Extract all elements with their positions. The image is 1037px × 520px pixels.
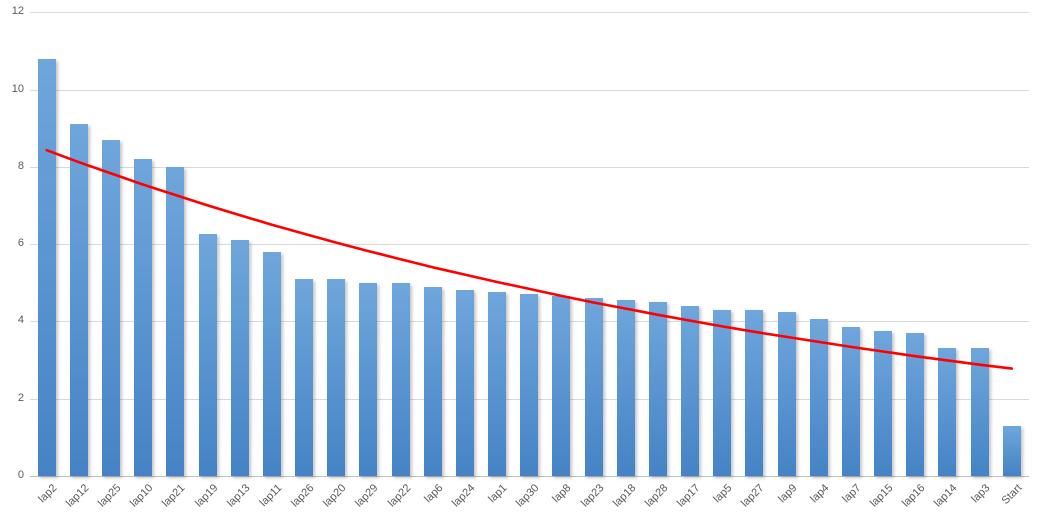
x-axis-tick-label: lap10	[128, 482, 156, 510]
bar-lap4[interactable]	[809, 319, 828, 476]
bar-Start[interactable]	[1002, 425, 1021, 476]
bar-lap19[interactable]	[198, 234, 217, 476]
x-axis-tick-label: lap6	[422, 482, 446, 506]
bar-lap20[interactable]	[327, 278, 346, 476]
x-axis-tick-label: lap18	[610, 482, 639, 510]
x-axis-tick-label: lap16	[900, 482, 928, 510]
bar-lap3[interactable]	[970, 348, 989, 476]
x-axis-tick-label: lap26	[289, 482, 317, 510]
x-axis-tick-label: lap21	[160, 482, 188, 510]
bar-lap12[interactable]	[69, 124, 88, 476]
x-axis-tick-label: lap24	[449, 482, 478, 510]
y-axis-tick-label: 2	[17, 391, 24, 404]
bar-lap5[interactable]	[713, 309, 732, 476]
x-axis-line	[30, 476, 1029, 477]
x-axis-tick-label: lap11	[257, 482, 285, 509]
x-axis-tick-label: lap20	[321, 482, 349, 510]
y-axis-tick-label: 4	[17, 314, 24, 327]
bar-lap29[interactable]	[359, 282, 378, 476]
bar-lap21[interactable]	[166, 166, 185, 476]
x-axis-tick-label: lap23	[578, 482, 607, 510]
gridline	[30, 89, 1029, 91]
x-axis-tick-label: lap3	[968, 482, 993, 506]
x-axis-tick-label: lap29	[353, 482, 381, 510]
bar-lap8[interactable]	[552, 296, 571, 476]
x-axis-tick-label: lap27	[739, 482, 767, 510]
x-axis-tick-label: lap12	[63, 482, 92, 510]
bar-lap11[interactable]	[262, 251, 281, 476]
bar-lap22[interactable]	[391, 282, 410, 476]
bar-lap28[interactable]	[648, 302, 667, 476]
x-axis-tick-label: lap19	[192, 482, 221, 510]
bar-lap18[interactable]	[616, 300, 635, 476]
gridline	[30, 12, 1029, 14]
y-axis-tick-label: 12	[11, 5, 24, 18]
bar-lap10[interactable]	[134, 159, 153, 476]
x-axis-tick-label: lap28	[642, 482, 671, 510]
y-axis-tick-label: 0	[17, 469, 24, 481]
bar-lap2[interactable]	[37, 58, 56, 476]
x-axis-tick-label: lap1	[486, 482, 510, 506]
y-axis-tick-label: 10	[11, 82, 24, 95]
bar-lap14[interactable]	[938, 348, 957, 476]
x-axis-tick-label: lap8	[550, 482, 574, 506]
bar-lap13[interactable]	[230, 240, 249, 476]
x-axis-tick-label: lap9	[775, 482, 800, 506]
bar-lap25[interactable]	[102, 139, 121, 476]
x-axis-tick-label: Start	[999, 482, 1025, 507]
x-axis-tick-label: lap17	[675, 482, 703, 510]
bar-lap16[interactable]	[906, 332, 925, 476]
bar-lap24[interactable]	[455, 290, 474, 476]
x-axis-tick-label: lap22	[385, 482, 414, 510]
x-axis-tick-label: lap4	[808, 482, 832, 506]
y-axis-tick-label: 8	[17, 159, 24, 172]
x-axis-tick-label: lap7	[840, 482, 864, 506]
x-axis-tick-label: lap25	[95, 482, 124, 510]
y-axis-tick-label: 6	[17, 237, 24, 250]
bar-lap15[interactable]	[874, 331, 893, 476]
bar-lap30[interactable]	[520, 294, 539, 476]
bar-lap1[interactable]	[488, 292, 507, 476]
x-axis-tick-label: lap13	[224, 482, 253, 510]
bar-lap9[interactable]	[777, 311, 796, 476]
x-axis-tick-label: lap2	[35, 482, 60, 506]
bar-lap17[interactable]	[681, 305, 700, 476]
bar-lap7[interactable]	[841, 327, 860, 476]
x-axis-tick-label: lap5	[711, 482, 735, 506]
bar-lap26[interactable]	[295, 278, 314, 476]
x-axis-tick-label: lap30	[514, 482, 542, 510]
x-axis-tick-label: lap14	[932, 482, 960, 510]
bar-lap6[interactable]	[423, 286, 442, 476]
bar-lap23[interactable]	[584, 298, 603, 476]
bar-lap27[interactable]	[745, 309, 764, 476]
x-axis-tick-label: lap15	[868, 482, 896, 510]
